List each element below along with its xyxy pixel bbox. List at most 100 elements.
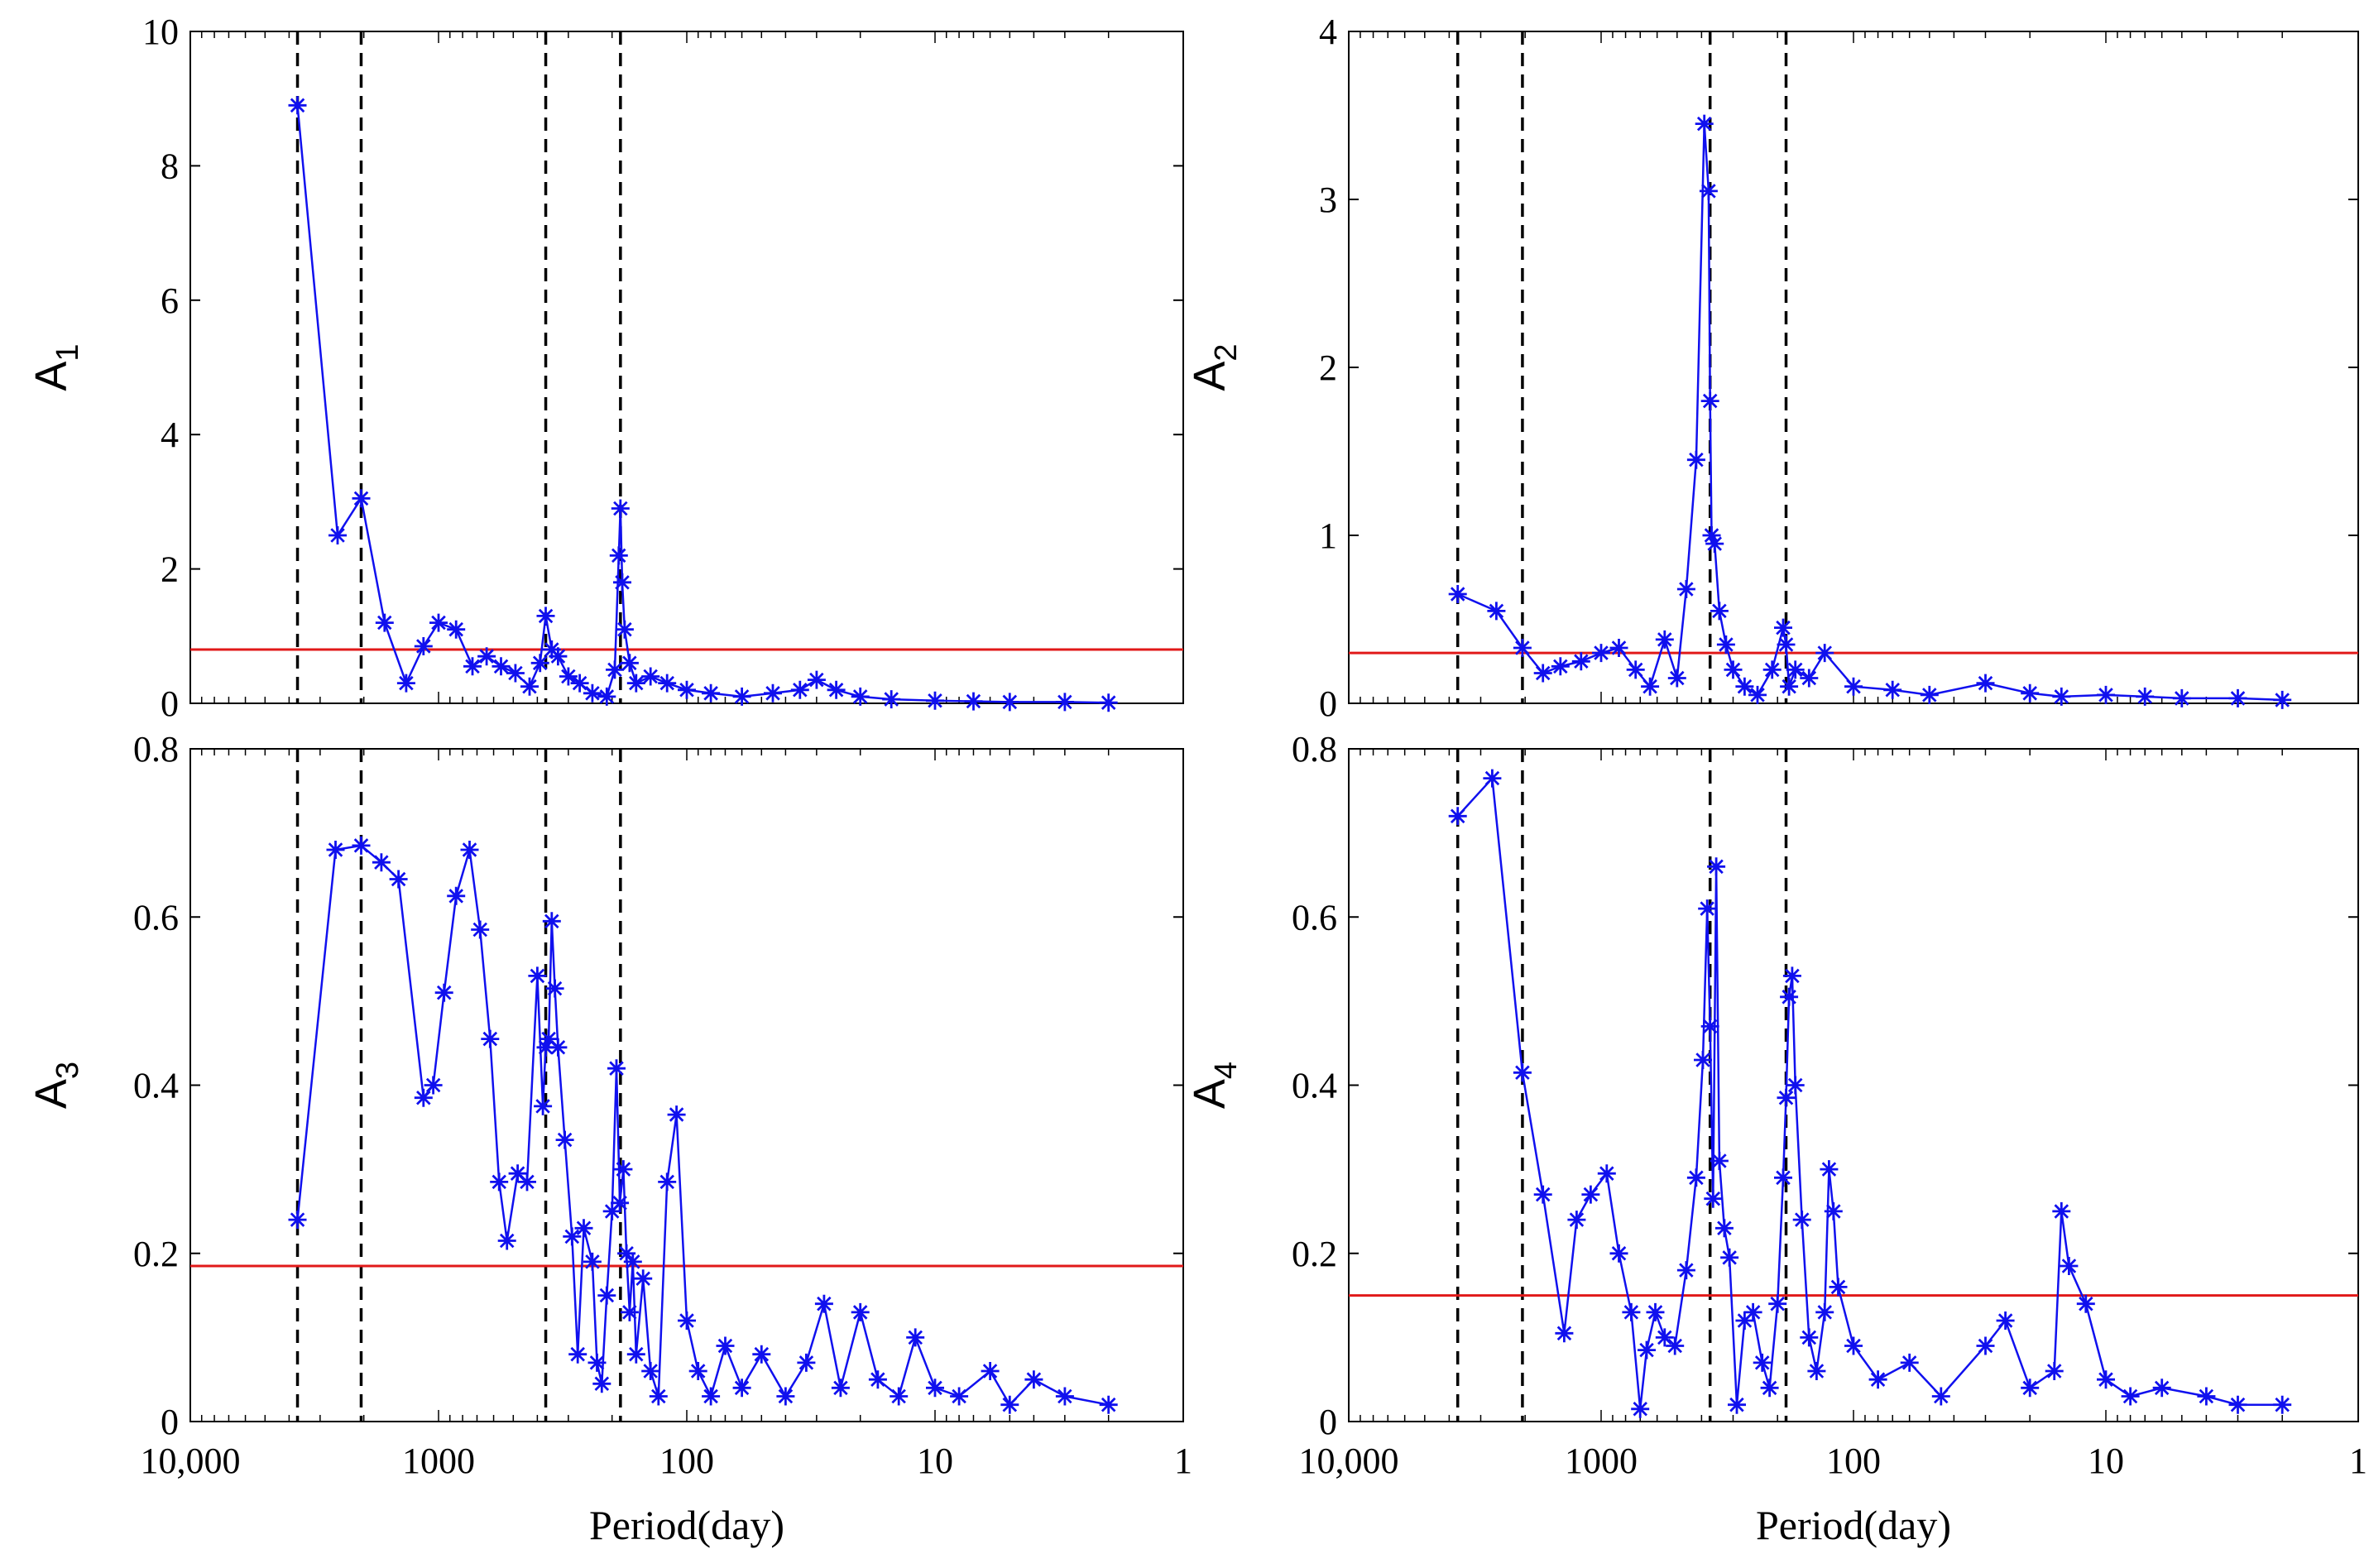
data-point bbox=[1705, 535, 1724, 554]
y-tick-label: 0 bbox=[161, 683, 179, 724]
data-point bbox=[555, 1130, 574, 1149]
data-point bbox=[1695, 114, 1714, 133]
data-point bbox=[490, 1172, 509, 1192]
data-point bbox=[2052, 687, 2071, 706]
x-tick-label: 1 bbox=[1174, 1441, 1192, 1481]
data-point bbox=[1626, 660, 1645, 679]
data-point bbox=[1581, 1185, 1600, 1204]
data-point bbox=[563, 1227, 582, 1246]
data-point bbox=[2136, 687, 2155, 706]
data-point bbox=[1448, 585, 1467, 603]
data-point bbox=[950, 1387, 969, 1406]
data-point bbox=[429, 613, 448, 632]
data-point bbox=[926, 691, 944, 710]
data-point bbox=[2052, 1201, 2071, 1220]
data-point bbox=[1702, 526, 1721, 544]
series-line bbox=[1456, 775, 2283, 1409]
data-point bbox=[1699, 181, 1718, 200]
data-point bbox=[471, 920, 490, 939]
data-point bbox=[372, 853, 391, 872]
y-tick-label: 0.4 bbox=[133, 1066, 179, 1106]
chart-panel-bottom-left: 0 0.2 0.4 0.6 0.8 10,000 1000 100 10 1 Period(day)… bbox=[26, 729, 1192, 1548]
data-point bbox=[764, 683, 782, 702]
data-point bbox=[2021, 1379, 2040, 1398]
data-point bbox=[1000, 1395, 1019, 1414]
data-point bbox=[1792, 1211, 1811, 1230]
data-point bbox=[326, 841, 345, 859]
data-point bbox=[1724, 660, 1743, 679]
data-point bbox=[882, 690, 901, 709]
data-point bbox=[1780, 677, 1799, 696]
data-point bbox=[602, 1201, 621, 1220]
y-tick-label: 8 bbox=[161, 146, 179, 186]
data-point bbox=[1844, 677, 1863, 696]
data-point bbox=[528, 966, 547, 985]
y-axis-title: A2 bbox=[1185, 343, 1244, 391]
data-point bbox=[534, 1096, 553, 1115]
data-point bbox=[620, 654, 639, 673]
data-point bbox=[389, 870, 408, 889]
data-point bbox=[447, 620, 466, 639]
x-tick-label: 1000 bbox=[1565, 1441, 1638, 1481]
data-point bbox=[1655, 630, 1674, 649]
y-tick-label: 0.8 bbox=[1292, 729, 1337, 770]
data-point bbox=[964, 692, 983, 711]
data-point bbox=[2273, 1395, 2292, 1414]
data-point bbox=[1571, 652, 1590, 671]
data-point bbox=[1609, 1244, 1628, 1263]
y-axis-title-subscript: 3 bbox=[50, 1062, 85, 1079]
y-tick-label: 4 bbox=[1319, 12, 1337, 52]
data-point bbox=[1829, 1278, 1848, 1297]
data-point bbox=[1815, 644, 1834, 663]
data-point bbox=[1551, 657, 1570, 676]
data-point bbox=[1487, 602, 1506, 621]
data-point bbox=[414, 1088, 433, 1107]
data-point bbox=[1815, 1302, 1834, 1321]
data-point bbox=[641, 1362, 660, 1380]
data-point bbox=[447, 886, 466, 905]
data-point bbox=[1055, 1387, 1074, 1406]
data-point bbox=[1555, 1324, 1574, 1343]
data-point bbox=[497, 1231, 516, 1250]
data-point bbox=[2152, 1379, 2171, 1398]
data-point bbox=[1622, 1302, 1641, 1321]
data-point bbox=[2228, 1395, 2247, 1414]
data-point bbox=[1609, 639, 1628, 657]
chart-panel-bottom-right: 0 0.2 0.4 0.6 0.8 10,000 1000 100 10 1 Period(day)… bbox=[1185, 729, 2367, 1548]
data-point bbox=[851, 687, 870, 706]
data-point bbox=[434, 983, 453, 1002]
y-tick-label: 0.4 bbox=[1292, 1066, 1337, 1106]
data-point bbox=[620, 1302, 639, 1321]
data-point bbox=[831, 1379, 850, 1398]
data-point bbox=[536, 607, 555, 626]
data-point bbox=[1800, 669, 1819, 688]
data-point bbox=[1483, 769, 1502, 788]
data-point bbox=[288, 1211, 307, 1230]
data-point bbox=[606, 660, 624, 679]
data-point bbox=[1700, 1017, 1719, 1036]
data-point bbox=[1720, 1248, 1739, 1267]
y-tick-label: 2 bbox=[161, 549, 179, 590]
data-point bbox=[2076, 1294, 2095, 1313]
data-point bbox=[477, 647, 496, 666]
data-point bbox=[732, 687, 751, 706]
data-point bbox=[1728, 1395, 1746, 1414]
data-point bbox=[559, 667, 578, 686]
data-point bbox=[1883, 680, 1902, 699]
x-axis-title: Period(day) bbox=[1756, 1502, 1951, 1548]
data-point bbox=[549, 1038, 568, 1057]
data-point bbox=[1782, 966, 1801, 985]
data-point bbox=[827, 680, 846, 699]
data-point bbox=[1710, 602, 1729, 621]
data-point bbox=[2097, 685, 2115, 704]
data-point bbox=[508, 1164, 527, 1183]
data-point bbox=[814, 1294, 833, 1313]
y-tick-label: 4 bbox=[161, 415, 179, 455]
y-tick-label: 0 bbox=[1319, 1402, 1337, 1442]
data-point bbox=[592, 1374, 611, 1393]
data-point bbox=[492, 657, 511, 676]
data-point bbox=[797, 1353, 816, 1372]
data-point bbox=[926, 1379, 944, 1398]
data-point bbox=[545, 979, 564, 998]
